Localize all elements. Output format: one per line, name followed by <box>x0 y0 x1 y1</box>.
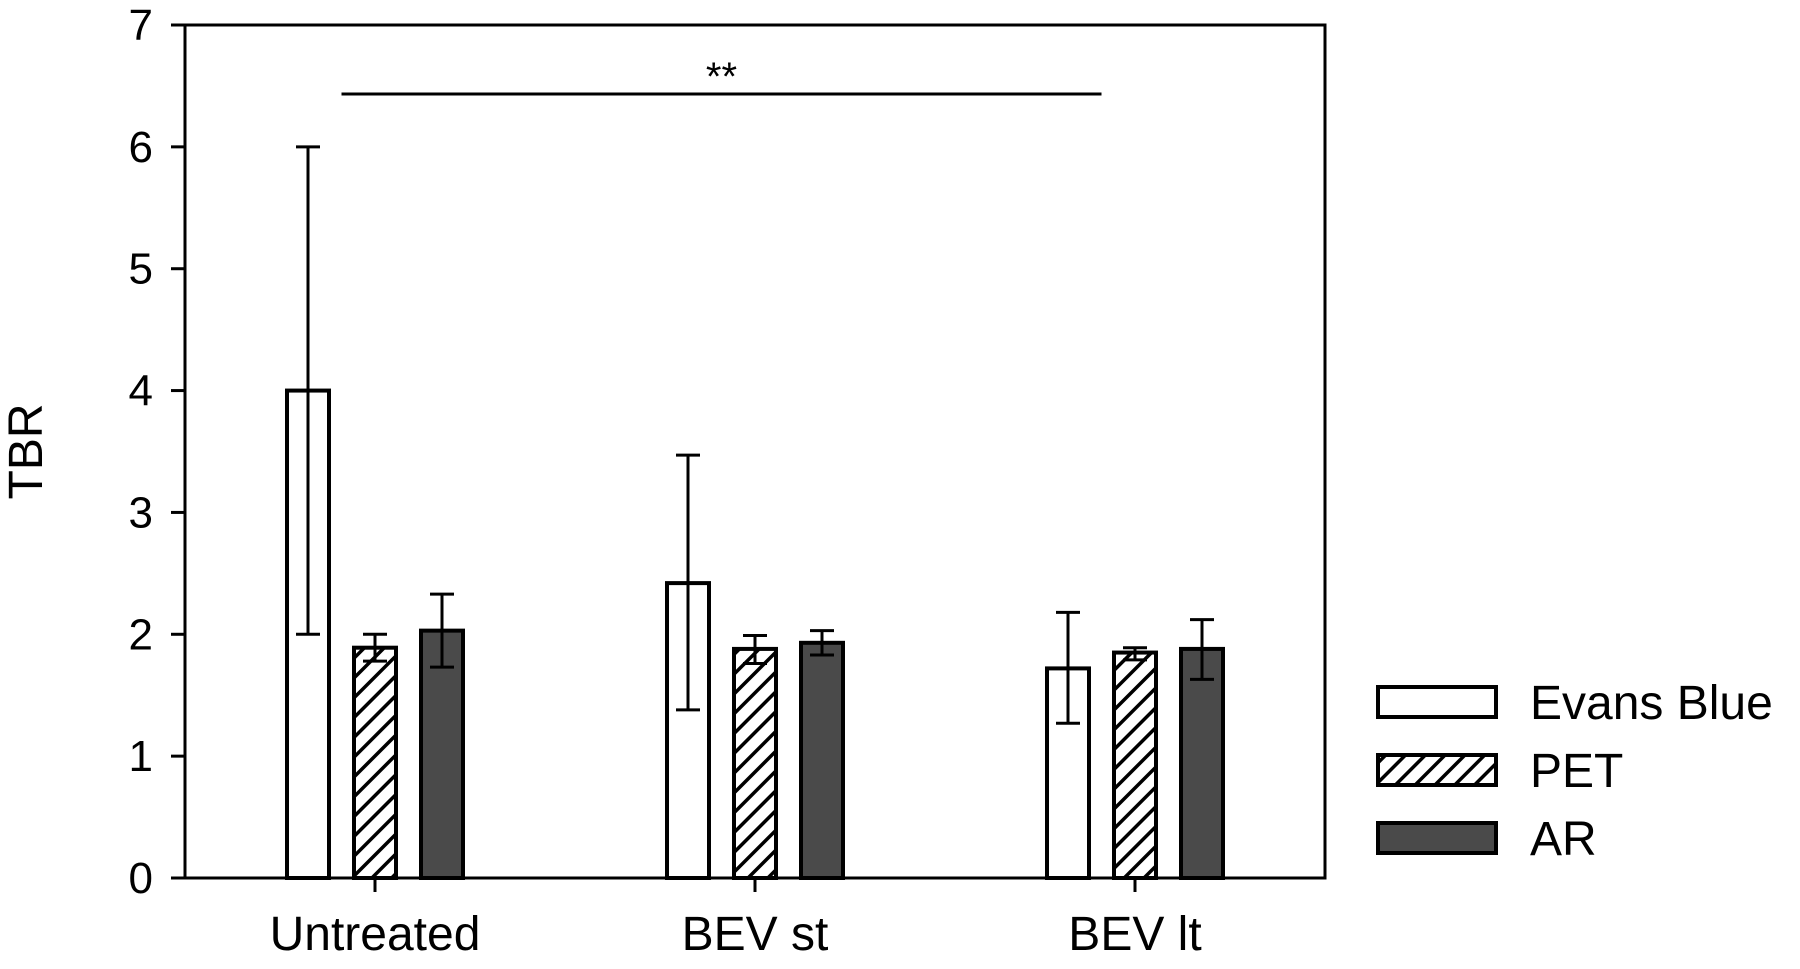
bar <box>1112 650 1158 880</box>
legend-label: Evans Blue <box>1530 677 1773 730</box>
y-axis-label: TBR <box>0 404 53 500</box>
significance-label: ** <box>706 55 737 99</box>
y-tick-label: 1 <box>129 732 153 781</box>
x-tick-label: BEV st <box>682 908 829 961</box>
bar <box>799 640 845 881</box>
bar <box>352 645 398 880</box>
legend-swatch <box>1376 753 1498 787</box>
y-tick-label: 3 <box>129 488 153 537</box>
x-tick-label: BEV lt <box>1068 908 1201 961</box>
y-tick-label: 2 <box>129 610 153 659</box>
y-tick-label: 7 <box>129 1 153 50</box>
bar <box>1179 646 1225 880</box>
legend-swatch <box>1376 685 1498 719</box>
y-tick-label: 4 <box>129 367 153 416</box>
legend-label: PET <box>1530 745 1623 798</box>
y-tick-label: 5 <box>129 245 153 294</box>
y-tick-label: 0 <box>129 854 153 903</box>
x-tick-label: Untreated <box>270 908 481 961</box>
legend-label: AR <box>1530 813 1597 866</box>
y-tick-label: 6 <box>129 123 153 172</box>
bar <box>732 646 778 880</box>
legend-swatch <box>1376 821 1498 855</box>
